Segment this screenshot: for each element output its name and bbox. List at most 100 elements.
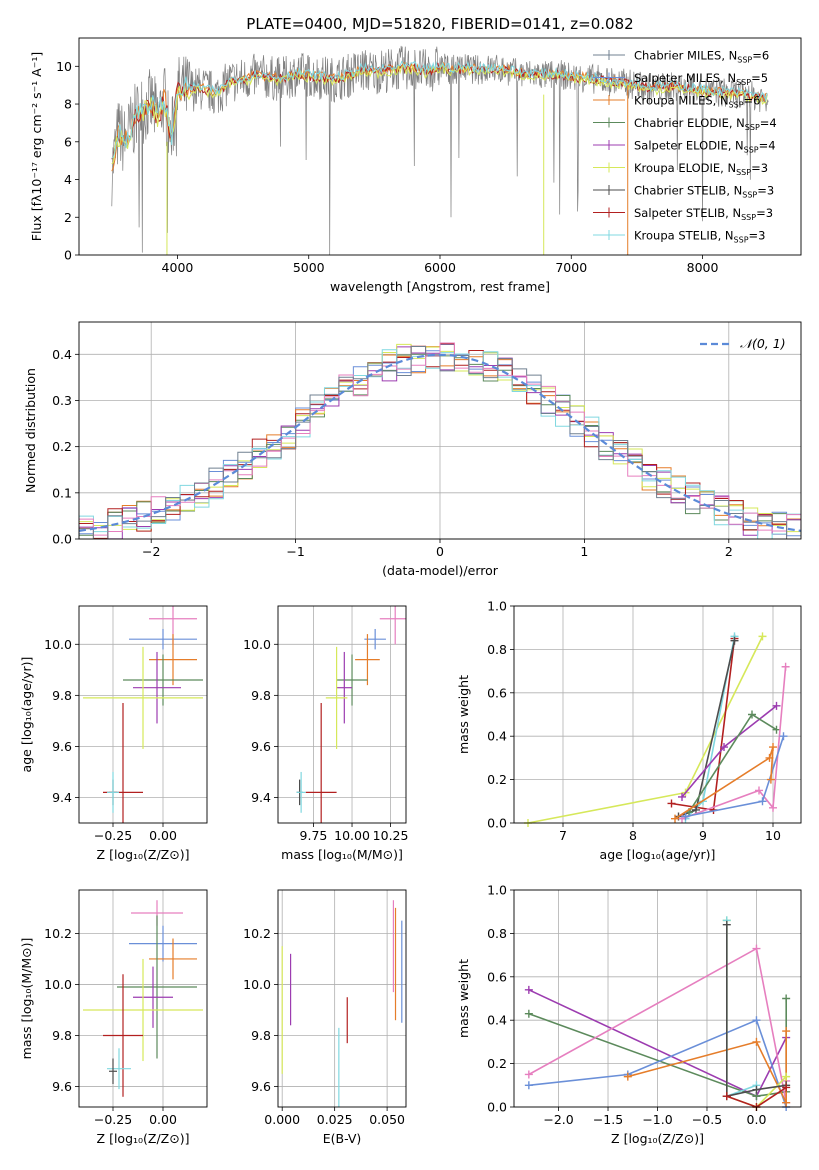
spectrum-legend: Chabrier MILES, NSSP=6 Salpeter MILES, NS…	[593, 49, 777, 245]
y-tick-label: 0.6	[487, 685, 507, 700]
figure-title: PLATE=0400, MJD=51820, FIBERID=0141, z=0…	[246, 15, 633, 33]
y-tick-label: 10	[56, 59, 72, 74]
plus-marker	[752, 1016, 761, 1025]
plus-marker	[779, 732, 788, 741]
plus-marker	[524, 1009, 533, 1018]
x-tick-label: 0.00	[149, 828, 177, 843]
y-tick-label: 6	[64, 134, 72, 149]
plot-area	[296, 606, 406, 823]
panel-mass-vs-Z: −0.25 0.00 9.6 9.8 10.0 10.2 Z [log₁₀(Z/Z⊙)] ma…	[19, 889, 208, 1146]
axes-frame	[78, 37, 802, 256]
y-tick-label: 0	[64, 248, 72, 263]
mass-weight-line	[725, 920, 757, 1098]
y-tick-label: 0.2	[487, 772, 507, 787]
x-tick-label: 0	[436, 544, 444, 559]
x-axis-label: mass [log₁₀(M/M⊙)]	[281, 847, 403, 862]
plus-marker	[769, 803, 777, 812]
spectrum-model-line	[111, 63, 768, 165]
y-tick-label: 1.0	[487, 599, 507, 614]
x-tick-label: 10	[765, 828, 781, 843]
y-axis-label: Flux [fλ10⁻¹⁷ erg cm⁻² s⁻¹ A⁻¹]	[29, 52, 44, 241]
y-tick-label: 0.8	[487, 642, 507, 657]
x-tick-label: 0.050	[369, 1112, 405, 1127]
y-tick-label: 9.8	[251, 1028, 271, 1043]
y-tick-label: 0.4	[487, 729, 507, 744]
mass-weight-line	[627, 1031, 788, 1104]
plus-marker	[782, 1072, 791, 1081]
panel-mass-vs-EBV: 0.000 0.025 0.050 9.6 9.8 10.0 10.2 E(B-V)	[243, 889, 407, 1146]
y-tick-label: 9.6	[251, 739, 271, 754]
y-tick-label: 4	[64, 172, 72, 187]
x-tick-label: −0.25	[94, 1112, 132, 1127]
plot-area	[281, 900, 403, 1107]
x-axis-label: E(B-V)	[323, 1131, 362, 1146]
x-tick-label: 7000	[555, 260, 587, 275]
y-tick-label: 9.6	[52, 1079, 72, 1094]
legend-label: Kroupa STELIB, NSSP=3	[634, 229, 765, 245]
plus-marker	[782, 1027, 791, 1036]
y-tick-label: 0.0	[487, 816, 507, 831]
panel-age-vs-Z: −0.25 0.00 9.4 9.6 9.8 10.0 Z [log₁₀(Z/Z⊙)] age…	[19, 605, 208, 862]
plus-marker	[782, 1083, 791, 1092]
x-tick-label: 8000	[687, 260, 719, 275]
x-tick-label: −2.0	[543, 1112, 573, 1127]
plot-area	[79, 342, 801, 539]
plus-marker	[772, 725, 781, 734]
legend-label: Salpeter STELIB, NSSP=3	[634, 206, 773, 222]
plus-marker	[623, 1072, 632, 1081]
y-tick-label: 0.6	[487, 969, 507, 984]
x-tick-label: 2	[725, 544, 733, 559]
x-tick-label: 10.00	[334, 828, 370, 843]
panel-residual-histogram: −2 −1 0 1 2 0.0 0.1 0.2 0.3 0.4 (data-model)/error…	[23, 321, 802, 578]
x-tick-label: 8	[629, 828, 637, 843]
plus-marker	[765, 753, 774, 762]
legend-label: Salpeter MILES, NSSP=5	[634, 71, 768, 87]
plus-marker	[720, 743, 728, 752]
x-axis-label: (data-model)/error	[382, 563, 499, 578]
x-tick-label: 9.75	[300, 828, 328, 843]
x-axis-label: age [log₁₀(age/yr)]	[600, 847, 716, 862]
y-tick-label: 0.8	[487, 926, 507, 941]
panel-age-vs-mass: 9.75 10.00 10.25 9.4 9.6 9.8 10.0 mass [log₁₀(M…	[243, 605, 408, 862]
x-axis-label: wavelength [Angstrom, rest frame]	[330, 279, 550, 294]
y-tick-label: 10.2	[44, 926, 72, 941]
x-tick-label: 0.025	[317, 1112, 353, 1127]
plus-marker	[758, 797, 767, 806]
x-tick-label: −1	[286, 544, 304, 559]
y-tick-label: 0.1	[52, 485, 72, 500]
plus-marker	[722, 1092, 731, 1101]
plus-marker	[766, 775, 775, 784]
mass-weight-line	[684, 636, 736, 820]
axes-frame	[78, 889, 208, 1108]
mass-weight-line	[725, 924, 787, 1098]
plus-marker	[781, 662, 790, 671]
plus-marker	[755, 786, 763, 795]
y-tick-label: 0.2	[52, 439, 72, 454]
histogram-step	[79, 343, 801, 539]
y-axis-label: age [log₁₀(age/yr)]	[19, 657, 34, 773]
plus-marker	[524, 1070, 533, 1079]
y-tick-label: 9.8	[251, 688, 271, 703]
y-tick-label: 2	[64, 210, 72, 225]
y-tick-label: 9.6	[251, 1079, 271, 1094]
x-tick-label: 9	[699, 828, 707, 843]
legend-label: Chabrier MILES, NSSP=6	[634, 49, 769, 65]
plus-marker	[769, 743, 777, 752]
y-tick-label: 8	[64, 97, 72, 112]
legend-label: Kroupa MILES, NSSP=6	[634, 94, 760, 110]
plus-marker	[730, 636, 739, 645]
axes-frame	[513, 889, 802, 1108]
y-tick-label: 1.0	[487, 883, 507, 898]
plus-marker	[782, 994, 791, 1003]
x-tick-label: 5000	[293, 260, 325, 275]
y-tick-label: 10.2	[243, 926, 271, 941]
y-axis-label: mass weight	[456, 675, 471, 754]
mass-weight-line	[674, 746, 774, 820]
plus-marker	[752, 944, 761, 953]
y-tick-label: 0.4	[52, 347, 72, 362]
plot-area	[524, 632, 790, 827]
mass-weight-line	[681, 666, 787, 820]
y-tick-label: 9.6	[52, 739, 72, 754]
y-tick-label: 0.3	[52, 393, 72, 408]
